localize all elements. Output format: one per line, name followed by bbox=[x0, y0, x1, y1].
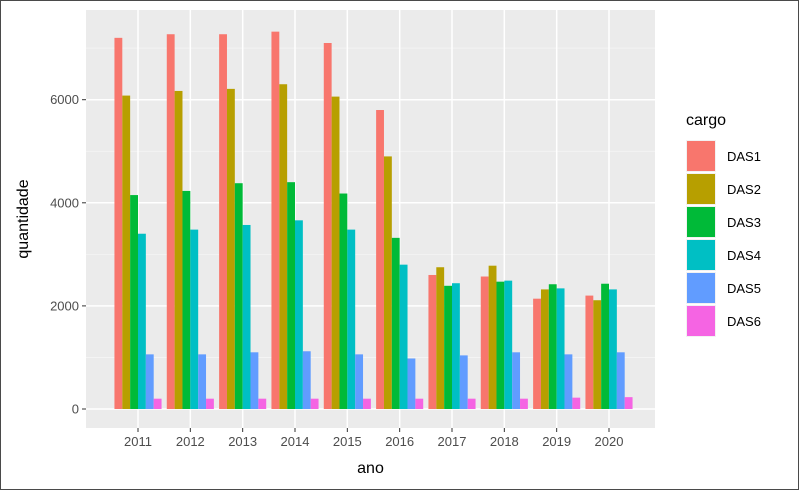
x-tick-label: 2011 bbox=[124, 434, 152, 449]
y-axis-title: quantidade bbox=[15, 179, 32, 258]
x-tick-label: 2015 bbox=[333, 434, 362, 449]
bar-das2-2013 bbox=[226, 88, 235, 410]
bar-das6-2020 bbox=[624, 397, 633, 409]
bar-das4-2020 bbox=[609, 289, 617, 409]
x-tick-label: 2020 bbox=[595, 434, 624, 449]
bar-das6-2015 bbox=[363, 398, 371, 409]
bar-das1-2011 bbox=[114, 37, 123, 410]
legend-swatch-das4 bbox=[687, 240, 715, 270]
x-tick-label: 2014 bbox=[281, 434, 310, 449]
legend-label: DAS4 bbox=[727, 248, 761, 263]
bar-das6-2019 bbox=[572, 397, 581, 409]
legend-label: DAS1 bbox=[727, 149, 761, 164]
bar-das6-2016 bbox=[415, 398, 424, 409]
x-tick-label: 2013 bbox=[228, 434, 257, 449]
y-tick-label: 2000 bbox=[50, 298, 79, 313]
bar-das5-2014 bbox=[302, 351, 311, 409]
bar-das5-2012 bbox=[198, 354, 207, 409]
bar-das4-2015 bbox=[347, 229, 356, 409]
bar-das6-2011 bbox=[153, 398, 162, 409]
bar-das4-2016 bbox=[399, 264, 408, 409]
x-axis-title: ano bbox=[357, 460, 384, 477]
bar-das1-2020 bbox=[585, 295, 594, 409]
bar-das4-2014 bbox=[295, 220, 303, 409]
bar-das2-2015 bbox=[331, 96, 340, 410]
bar-das3-2011 bbox=[130, 195, 138, 409]
bar-das6-2018 bbox=[520, 398, 528, 409]
bar-das2-2020 bbox=[593, 300, 602, 409]
y-axis-ticks: 0 2000 4000 6000 bbox=[50, 92, 86, 417]
bar-das6-2012 bbox=[206, 398, 214, 409]
bar-das3-2018 bbox=[496, 281, 505, 409]
bars bbox=[114, 31, 633, 410]
legend-swatch-das3 bbox=[687, 207, 715, 237]
bar-das5-2015 bbox=[355, 354, 364, 409]
bar-das3-2013 bbox=[234, 183, 243, 409]
legend-swatch-das5 bbox=[687, 273, 715, 303]
legend-label: DAS3 bbox=[727, 215, 761, 230]
bar-das5-2018 bbox=[512, 352, 521, 409]
bar-das4-2018 bbox=[504, 280, 513, 409]
bar-das3-2016 bbox=[391, 237, 400, 409]
bar-das5-2019 bbox=[564, 354, 573, 409]
bar-das5-2011 bbox=[145, 354, 154, 409]
bar-das5-2020 bbox=[616, 352, 625, 409]
bar-das1-2015 bbox=[323, 43, 332, 409]
bar-das3-2015 bbox=[339, 193, 348, 409]
bar-das6-2014 bbox=[310, 398, 319, 409]
bar-das6-2013 bbox=[258, 398, 267, 409]
legend-label: DAS6 bbox=[727, 314, 761, 329]
legend-label: DAS2 bbox=[727, 182, 761, 197]
bar-das2-2011 bbox=[122, 95, 131, 409]
bar-das2-2014 bbox=[279, 84, 288, 410]
bar-das2-2019 bbox=[540, 289, 549, 409]
x-tick-label: 2018 bbox=[490, 434, 519, 449]
bar-das2-2017 bbox=[436, 267, 445, 409]
bar-das1-2018 bbox=[480, 276, 489, 409]
bar-das1-2017 bbox=[428, 274, 437, 409]
bar-das3-2017 bbox=[444, 285, 452, 409]
x-tick-label: 2017 bbox=[438, 434, 467, 449]
y-tick-label: 6000 bbox=[50, 92, 79, 107]
bar-das3-2019 bbox=[548, 284, 557, 409]
legend-swatch-das1 bbox=[687, 141, 715, 171]
bar-das1-2014 bbox=[271, 31, 280, 410]
y-tick-label: 4000 bbox=[50, 195, 79, 210]
bar-das1-2012 bbox=[166, 34, 175, 409]
bar-das3-2020 bbox=[601, 283, 609, 409]
y-tick-label: 0 bbox=[72, 402, 79, 417]
legend: cargo DAS1 DAS2 DAS3 DAS4 DAS5 DAS6 bbox=[686, 112, 761, 337]
bar-das5-2013 bbox=[250, 352, 259, 409]
x-tick-label: 2019 bbox=[542, 434, 571, 449]
bar-das3-2014 bbox=[287, 182, 295, 409]
bar-das4-2011 bbox=[138, 233, 146, 409]
x-tick-label: 2012 bbox=[176, 434, 205, 449]
bar-das2-2018 bbox=[488, 265, 497, 409]
x-axis-ticks: 2011 2012 2013 2014 2015 2016 2017 2018 2019 2020 bbox=[124, 428, 623, 449]
bar-das2-2012 bbox=[174, 90, 183, 409]
bar-das1-2016 bbox=[376, 110, 384, 409]
bar-das1-2019 bbox=[533, 298, 541, 409]
x-tick-label: 2016 bbox=[385, 434, 414, 449]
bar-das1-2013 bbox=[219, 34, 227, 409]
bar-das6-2017 bbox=[467, 398, 476, 409]
legend-title: cargo bbox=[686, 112, 726, 129]
bar-das4-2019 bbox=[556, 288, 565, 409]
bar-das4-2012 bbox=[190, 229, 199, 409]
bar-das5-2017 bbox=[459, 355, 468, 409]
legend-label: DAS5 bbox=[727, 281, 761, 296]
bar-das4-2013 bbox=[242, 224, 251, 409]
bar-das2-2016 bbox=[383, 156, 392, 409]
bar-das3-2012 bbox=[182, 190, 191, 409]
legend-swatch-das2 bbox=[687, 174, 715, 204]
bar-das5-2016 bbox=[407, 358, 416, 409]
bar-das4-2017 bbox=[452, 283, 460, 409]
legend-swatch-das6 bbox=[687, 306, 715, 336]
